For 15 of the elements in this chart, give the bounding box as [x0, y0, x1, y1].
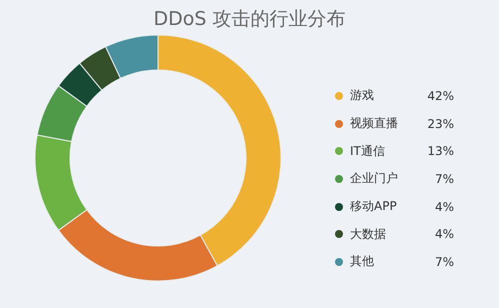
- legend-label: 移动APP: [350, 198, 398, 216]
- data-label: 7%: [434, 172, 454, 186]
- legend-label: 企业门户: [350, 170, 399, 188]
- legend-label: 大数据: [350, 226, 387, 243]
- data-label: 42%: [426, 88, 454, 103]
- data-label: 4%: [434, 227, 454, 242]
- data-label: 23%: [426, 116, 454, 131]
- legend-label: 其他: [350, 253, 375, 270]
- chart-title: DDoS 攻击的行业分布: [152, 7, 346, 32]
- legend-label: 视频直播: [350, 115, 399, 132]
- legend-label: 游戏: [350, 87, 375, 104]
- data-label: 4%: [434, 200, 454, 214]
- legend-label: IT通信: [350, 142, 386, 160]
- data-label: 13%: [426, 144, 454, 158]
- data-label: 7%: [434, 254, 454, 269]
